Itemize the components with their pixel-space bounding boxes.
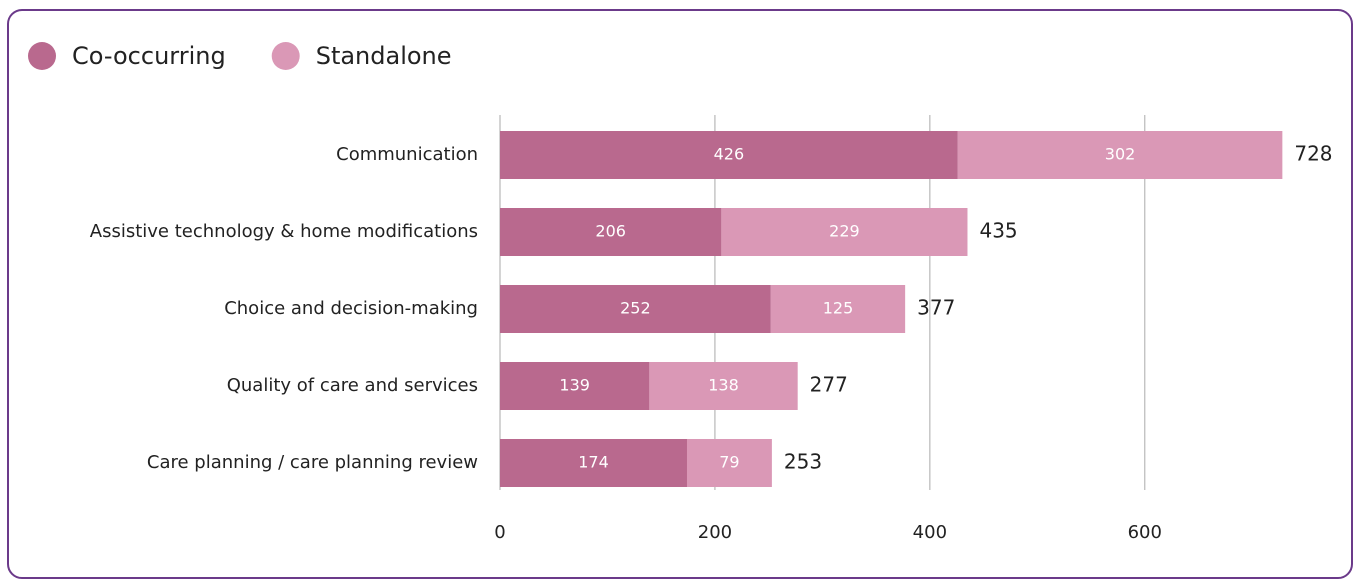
total-label: 253 xyxy=(784,450,822,474)
value-label: 229 xyxy=(829,222,860,241)
legend-label: Standalone xyxy=(316,42,452,70)
bar-segment xyxy=(500,208,722,256)
value-label: 252 xyxy=(620,299,651,318)
x-tick-label: 0 xyxy=(494,522,505,543)
legend-swatch xyxy=(271,42,300,70)
x-tick-label: 200 xyxy=(698,522,732,543)
x-tick-label: 600 xyxy=(1128,522,1162,543)
total-label: 435 xyxy=(979,219,1017,243)
value-label: 206 xyxy=(595,222,626,241)
value-label: 125 xyxy=(823,299,854,318)
bar-segment xyxy=(957,131,1283,179)
value-label: 79 xyxy=(719,453,739,472)
total-label: 728 xyxy=(1294,142,1332,166)
value-label: 138 xyxy=(708,376,739,395)
bar-segment xyxy=(770,285,906,333)
category-label: Quality of care and services xyxy=(227,375,478,396)
category-label: Care planning / care planning review xyxy=(147,452,478,473)
value-label: 139 xyxy=(559,376,590,395)
total-label: 377 xyxy=(917,296,955,320)
value-label: 426 xyxy=(714,145,745,164)
x-tick-label: 400 xyxy=(913,522,947,543)
legend-swatch xyxy=(28,42,56,70)
frame xyxy=(7,9,1353,579)
value-label: 174 xyxy=(578,453,609,472)
bar-segment xyxy=(686,439,772,487)
category-label: Choice and decision-making xyxy=(224,298,478,319)
bar-segment xyxy=(500,439,687,487)
total-label: 277 xyxy=(810,373,848,397)
legend-label: Co-occurring xyxy=(72,42,226,70)
category-label: Communication xyxy=(336,144,478,165)
bar-segment xyxy=(649,362,798,410)
bar-segment xyxy=(500,131,958,179)
category-label: Assistive technology & home modification… xyxy=(90,221,478,242)
bar-segment xyxy=(500,285,771,333)
bar-segment xyxy=(500,362,650,410)
value-label: 302 xyxy=(1105,145,1136,164)
bar-segment xyxy=(721,208,968,256)
